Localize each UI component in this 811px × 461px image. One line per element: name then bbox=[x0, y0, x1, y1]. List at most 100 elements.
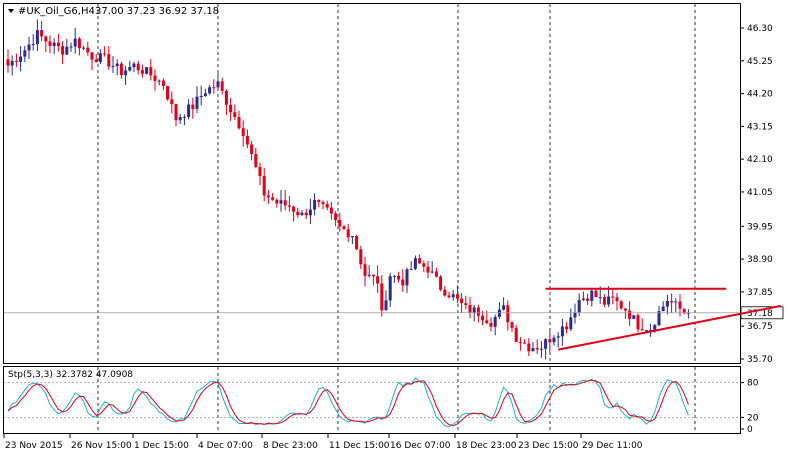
candle-body[interactable] bbox=[401, 279, 405, 286]
candle-body[interactable] bbox=[531, 348, 535, 352]
candle-body[interactable] bbox=[166, 86, 170, 100]
candle-body[interactable] bbox=[149, 67, 153, 76]
candle-body[interactable] bbox=[287, 205, 291, 207]
chevron-down-icon[interactable] bbox=[8, 9, 14, 13]
candle-body[interactable] bbox=[359, 249, 363, 265]
candle-body[interactable] bbox=[657, 311, 661, 326]
candle-body[interactable] bbox=[670, 301, 674, 303]
candle-body[interactable] bbox=[304, 212, 308, 216]
candle-body[interactable] bbox=[539, 348, 543, 350]
candle-body[interactable] bbox=[485, 320, 489, 323]
candle-body[interactable] bbox=[27, 44, 31, 51]
candle-body[interactable] bbox=[586, 298, 590, 301]
candle-body[interactable] bbox=[371, 274, 375, 277]
candle-body[interactable] bbox=[355, 236, 359, 250]
candle-body[interactable] bbox=[342, 226, 346, 230]
candle-body[interactable] bbox=[653, 325, 657, 330]
candle-body[interactable] bbox=[455, 294, 459, 299]
candle-body[interactable] bbox=[447, 295, 451, 298]
candle-body[interactable] bbox=[481, 315, 485, 321]
candle-body[interactable] bbox=[86, 47, 90, 53]
candle-body[interactable] bbox=[203, 93, 207, 96]
candle-body[interactable] bbox=[174, 104, 178, 121]
candle-body[interactable] bbox=[510, 322, 514, 328]
candle-body[interactable] bbox=[178, 117, 182, 121]
candle-body[interactable] bbox=[405, 269, 409, 286]
candle-body[interactable] bbox=[678, 301, 682, 309]
candle-body[interactable] bbox=[107, 54, 111, 67]
candle-body[interactable] bbox=[61, 46, 65, 55]
candle-body[interactable] bbox=[98, 53, 102, 63]
candle-body[interactable] bbox=[418, 258, 422, 264]
candle-body[interactable] bbox=[191, 104, 195, 109]
candle-body[interactable] bbox=[52, 42, 56, 46]
candle-body[interactable] bbox=[489, 322, 493, 327]
candle-body[interactable] bbox=[560, 326, 564, 337]
candle-body[interactable] bbox=[292, 206, 296, 212]
candle-body[interactable] bbox=[581, 298, 585, 300]
candle-body[interactable] bbox=[115, 63, 119, 67]
candle-body[interactable] bbox=[434, 271, 438, 277]
candle-body[interactable] bbox=[296, 211, 300, 216]
candle-body[interactable] bbox=[73, 38, 77, 47]
candle-body[interactable] bbox=[65, 46, 69, 55]
candle-body[interactable] bbox=[619, 301, 623, 309]
candle-body[interactable] bbox=[590, 290, 594, 301]
support-trendline[interactable] bbox=[558, 304, 781, 351]
candle-body[interactable] bbox=[388, 276, 392, 301]
candle-body[interactable] bbox=[523, 342, 527, 344]
candle-body[interactable] bbox=[136, 63, 140, 71]
candle-body[interactable] bbox=[518, 342, 522, 344]
candle-body[interactable] bbox=[338, 219, 342, 227]
candle-body[interactable] bbox=[300, 212, 304, 216]
stochastic-indicator[interactable]: 80 20 0 bbox=[4, 377, 759, 435]
candle-body[interactable] bbox=[363, 264, 367, 276]
candle-body[interactable] bbox=[31, 44, 35, 46]
candle-body[interactable] bbox=[384, 300, 388, 311]
candle-body[interactable] bbox=[548, 339, 552, 343]
candle-body[interactable] bbox=[90, 52, 94, 60]
candle-body[interactable] bbox=[94, 59, 98, 63]
candle-body[interactable] bbox=[10, 60, 14, 66]
candle-body[interactable] bbox=[254, 154, 258, 167]
candle-body[interactable] bbox=[308, 209, 312, 216]
candle-body[interactable] bbox=[422, 263, 426, 267]
candle-body[interactable] bbox=[598, 297, 602, 299]
candle-body[interactable] bbox=[161, 80, 165, 87]
candle-body[interactable] bbox=[329, 207, 333, 214]
candle-body[interactable] bbox=[313, 199, 317, 210]
candle-body[interactable] bbox=[573, 312, 577, 318]
candle-body[interactable] bbox=[182, 116, 186, 118]
candle-body[interactable] bbox=[460, 298, 464, 304]
candle-body[interactable] bbox=[443, 289, 447, 296]
candle-body[interactable] bbox=[195, 96, 199, 109]
candle-body[interactable] bbox=[275, 199, 279, 204]
candle-body[interactable] bbox=[229, 104, 233, 113]
candle-body[interactable] bbox=[317, 199, 321, 203]
candle-body[interactable] bbox=[6, 59, 10, 66]
candle-body[interactable] bbox=[140, 70, 144, 74]
candle-body[interactable] bbox=[430, 271, 434, 273]
candle-body[interactable] bbox=[19, 56, 23, 62]
candle-body[interactable] bbox=[615, 297, 619, 302]
candle-body[interactable] bbox=[665, 301, 669, 307]
candle-body[interactable] bbox=[321, 202, 325, 204]
candle-body[interactable] bbox=[69, 46, 73, 48]
candle-body[interactable] bbox=[380, 283, 384, 311]
candle-body[interactable] bbox=[119, 63, 123, 76]
candle-body[interactable] bbox=[623, 308, 627, 311]
candle-body[interactable] bbox=[514, 327, 518, 343]
candle-body[interactable] bbox=[464, 303, 468, 305]
candle-body[interactable] bbox=[565, 326, 569, 330]
candle-body[interactable] bbox=[640, 329, 644, 331]
candle-body[interactable] bbox=[48, 41, 52, 46]
candle-body[interactable] bbox=[128, 67, 132, 71]
candle-body[interactable] bbox=[346, 229, 350, 238]
candle-body[interactable] bbox=[212, 87, 216, 89]
candle-body[interactable] bbox=[502, 305, 506, 310]
candle-body[interactable] bbox=[23, 50, 27, 57]
candle-body[interactable] bbox=[170, 99, 174, 105]
candle-body[interactable] bbox=[577, 299, 581, 313]
candle-body[interactable] bbox=[644, 330, 648, 332]
candle-body[interactable] bbox=[636, 315, 640, 330]
